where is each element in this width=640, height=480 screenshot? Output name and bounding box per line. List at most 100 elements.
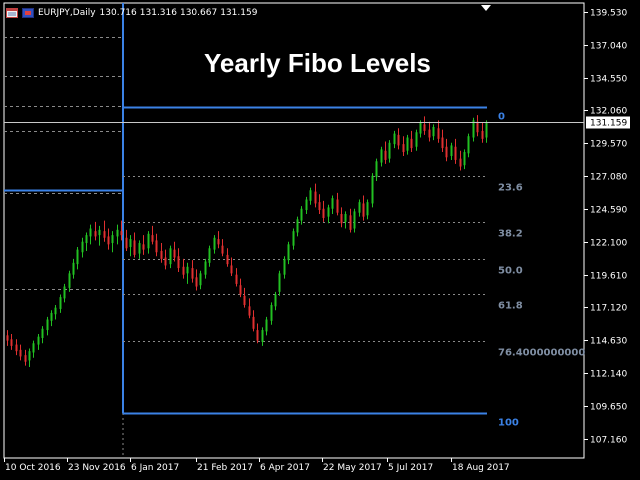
- candle-body: [450, 145, 453, 156]
- candle: [120, 220, 123, 241]
- candle-body: [111, 235, 114, 244]
- candle: [177, 248, 180, 273]
- candle-body: [32, 343, 35, 353]
- price-tick-label: 117.120: [590, 304, 627, 314]
- candle-body: [133, 240, 136, 255]
- candle: [169, 245, 172, 269]
- candle: [41, 326, 44, 344]
- candle-body: [428, 129, 431, 138]
- candle: [419, 120, 422, 138]
- close-value: 131.159: [220, 8, 258, 18]
- candle: [366, 199, 369, 220]
- candle: [191, 260, 194, 283]
- price-tick-label: 122.100: [590, 239, 627, 249]
- candle-body: [309, 190, 312, 201]
- candle-body: [76, 249, 79, 265]
- candle-body: [221, 245, 224, 254]
- ohlc-values: 130.716 131.316 130.667 131.159: [100, 8, 261, 18]
- candle: [213, 235, 216, 254]
- candle: [331, 195, 334, 215]
- candle: [472, 117, 475, 142]
- candle-body: [213, 237, 216, 250]
- candle: [265, 316, 268, 336]
- price-tick-label: 119.610: [590, 272, 627, 282]
- candle: [349, 208, 352, 233]
- candle-body: [6, 335, 9, 341]
- candle: [116, 224, 119, 245]
- candle-body: [406, 137, 409, 151]
- candle-body: [296, 219, 299, 233]
- candle-body: [239, 285, 242, 295]
- time-tick-label: 21 Feb 2017: [197, 463, 253, 473]
- candle: [353, 208, 356, 233]
- candle: [261, 327, 264, 346]
- candle: [248, 298, 251, 319]
- candle-body: [94, 231, 97, 237]
- time-tick-label: 23 Nov 2016: [68, 463, 126, 473]
- candle-body: [107, 236, 110, 245]
- candle: [6, 330, 9, 346]
- candle: [182, 258, 185, 279]
- candle: [340, 207, 343, 228]
- candle-body: [160, 250, 163, 259]
- candle-body: [362, 203, 365, 217]
- candle-body: [353, 211, 356, 229]
- candle-body: [402, 144, 405, 153]
- candle: [129, 235, 132, 257]
- candle: [432, 124, 435, 141]
- candle-body: [371, 175, 374, 204]
- candle-body: [423, 124, 426, 131]
- candle-body: [388, 142, 391, 159]
- candle: [322, 200, 325, 222]
- candle: [292, 228, 295, 250]
- fibo-level-label: 23.6: [498, 183, 523, 194]
- candle: [125, 229, 128, 251]
- candle-body: [287, 244, 290, 261]
- candle-body: [173, 249, 176, 258]
- candle-body: [10, 339, 13, 346]
- candle-body: [459, 158, 462, 167]
- candle-body: [322, 208, 325, 218]
- candle: [305, 196, 308, 215]
- candle: [406, 134, 409, 155]
- candle: [274, 291, 277, 311]
- candle: [68, 270, 71, 292]
- candle: [32, 340, 35, 358]
- candle: [147, 231, 150, 254]
- candle: [314, 183, 317, 208]
- candle: [138, 240, 141, 259]
- candle: [103, 220, 106, 242]
- candle: [81, 237, 84, 258]
- candle-body: [437, 128, 440, 139]
- candle: [371, 173, 374, 208]
- candle: [204, 258, 207, 279]
- plot-frame: [3, 2, 585, 459]
- menu-triangle-icon[interactable]: [481, 5, 491, 11]
- candle: [15, 339, 18, 356]
- candle-body: [252, 316, 255, 329]
- candle-body: [270, 305, 273, 321]
- price-tick-label: 132.060: [590, 107, 627, 117]
- candle-body: [68, 273, 71, 288]
- candle: [173, 241, 176, 262]
- candle: [186, 262, 189, 284]
- flag-icon: [22, 8, 34, 18]
- candle: [278, 270, 281, 296]
- candle: [423, 116, 426, 135]
- candle-body: [340, 214, 343, 224]
- candle-body: [445, 146, 448, 158]
- candle: [287, 241, 290, 265]
- candle: [393, 130, 396, 149]
- candle: [300, 206, 303, 225]
- candle-body: [344, 214, 347, 222]
- candle: [467, 133, 470, 158]
- candle-body: [441, 137, 444, 149]
- candle-body: [19, 349, 22, 357]
- candle: [459, 150, 462, 171]
- candle: [344, 211, 347, 229]
- candle: [24, 349, 27, 366]
- symbol-label: EURJPY,Daily: [38, 8, 96, 18]
- candle-body: [393, 133, 396, 145]
